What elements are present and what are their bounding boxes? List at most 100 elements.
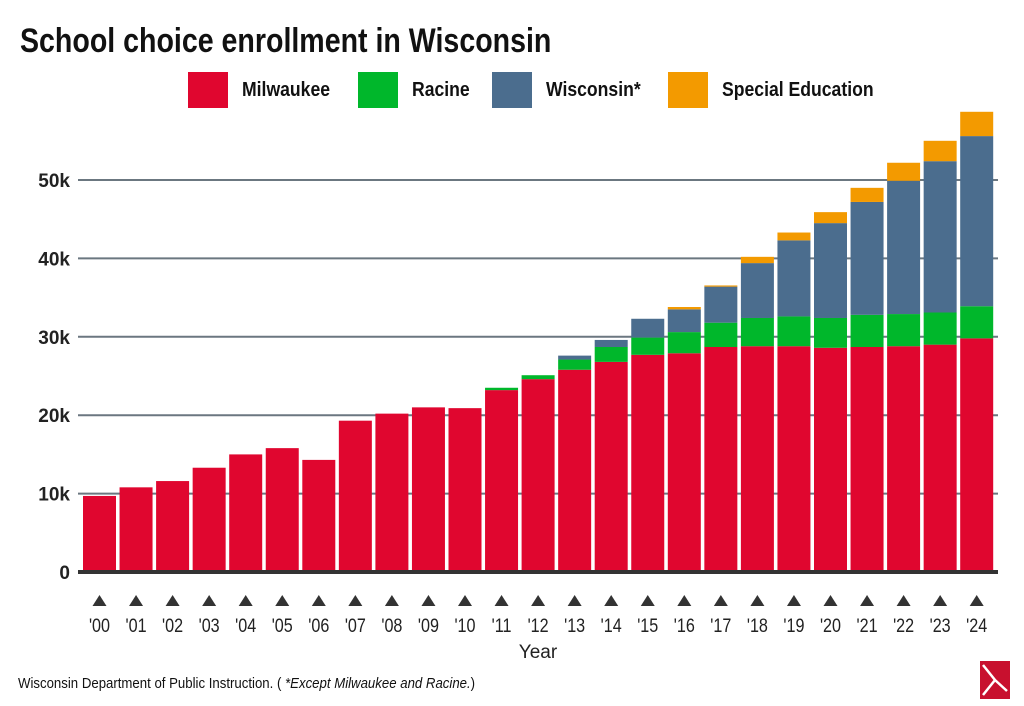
bar-special-education-23	[923, 140, 957, 162]
triangle-marker-icon	[202, 595, 217, 606]
triangle-marker-icon	[567, 595, 582, 606]
chart-title: School choice enrollment in Wisconsin	[20, 22, 552, 60]
bar-milwaukee-12	[521, 379, 555, 572]
bar-special-education-24	[960, 111, 994, 137]
bar-racine-23	[923, 312, 957, 345]
triangle-marker-icon	[860, 595, 875, 606]
x-tick-label: '01	[126, 615, 147, 637]
publisher-logo	[980, 661, 1010, 699]
bar-wisconsin--20	[814, 223, 847, 318]
triangle-marker-icon	[786, 595, 801, 606]
triangle-marker-icon	[823, 595, 838, 606]
legend-item-special-education: Special Education	[668, 72, 894, 108]
legend-swatch	[358, 72, 398, 108]
x-tick-label: '19	[783, 615, 804, 637]
x-tick-label: '04	[235, 615, 256, 637]
bar-milwaukee-04	[229, 454, 263, 572]
bar-milwaukee-09	[411, 407, 445, 572]
bar-wisconsin--15	[631, 318, 665, 338]
triangle-marker-icon	[129, 595, 144, 606]
bar-special-education-21	[850, 187, 884, 202]
bar-racine-20	[814, 317, 847, 348]
x-tick-label: '02	[162, 615, 183, 637]
y-tick-label: 40k	[38, 249, 70, 270]
bar-milwaukee-22	[887, 346, 921, 572]
triangle-marker-icon	[713, 595, 728, 606]
triangle-marker-icon	[604, 595, 619, 606]
triangle-marker-icon	[969, 595, 984, 606]
bar-milwaukee-15	[631, 354, 665, 572]
triangle-marker-icon	[275, 595, 290, 606]
bar-racine-16	[667, 332, 701, 354]
x-tick-label: '21	[857, 615, 878, 637]
triangle-marker-icon	[92, 595, 107, 606]
bar-racine-21	[850, 314, 884, 347]
bar-racine-13	[558, 359, 592, 370]
legend-swatch	[668, 72, 708, 108]
x-tick-label: '18	[747, 615, 768, 637]
bar-milwaukee-11	[485, 390, 519, 572]
bar-special-education-18	[740, 256, 774, 264]
x-tick-label: '08	[381, 615, 402, 637]
triangle-marker-icon	[494, 595, 509, 606]
x-tick-label: '23	[930, 615, 951, 637]
bar-wisconsin--17	[704, 286, 738, 323]
legend-item-milwaukee: Milwaukee	[188, 72, 342, 108]
bar-milwaukee-08	[375, 413, 409, 572]
bar-milwaukee-07	[338, 420, 372, 572]
bar-wisconsin--13	[558, 355, 592, 360]
bar-racine-12	[521, 375, 555, 380]
bar-milwaukee-13	[558, 369, 592, 572]
x-tick-label: '12	[528, 615, 549, 637]
source-close: )	[470, 675, 476, 692]
bar-racine-14	[594, 346, 628, 362]
bar-special-education-19	[777, 232, 811, 241]
x-tick-label: '15	[637, 615, 658, 637]
bar-milwaukee-18	[740, 346, 774, 572]
bar-racine-11	[485, 387, 519, 391]
x-tick-label: '16	[674, 615, 695, 637]
source-note: Wisconsin Department of Public Instructi…	[18, 675, 475, 692]
legend-label: Milwaukee	[242, 78, 331, 101]
legend: Milwaukee Racine Wisconsin* Special Educ…	[0, 72, 1024, 110]
triangle-marker-icon	[238, 595, 253, 606]
x-tick-label: '03	[199, 615, 220, 637]
x-tick-label: '24	[966, 615, 987, 637]
logo-mark-icon	[982, 664, 1008, 696]
x-tick-label: '07	[345, 615, 366, 637]
legend-label: Wisconsin*	[546, 78, 641, 101]
bar-racine-19	[777, 316, 811, 347]
triangle-marker-icon	[640, 595, 655, 606]
triangle-marker-icon	[677, 595, 692, 606]
bar-racine-15	[631, 337, 665, 355]
x-tick-label: '06	[308, 615, 329, 637]
bar-special-education-17	[704, 285, 738, 287]
y-tick-label: 10k	[38, 485, 70, 506]
triangle-marker-icon	[458, 595, 472, 606]
x-tick-label: '20	[820, 615, 841, 637]
bar-milwaukee-24	[960, 338, 994, 572]
bar-wisconsin--22	[887, 180, 921, 315]
x-tick-label: '17	[710, 615, 731, 637]
bar-racine-18	[740, 317, 774, 347]
y-tick-label: 50k	[38, 171, 70, 192]
triangle-marker-icon	[896, 595, 911, 606]
y-tick-label: 20k	[38, 406, 70, 427]
y-tick-label: 0	[59, 563, 70, 584]
legend-swatch	[188, 72, 228, 108]
triangle-marker-icon	[348, 595, 363, 606]
legend-label: Special Education	[722, 78, 874, 101]
bar-milwaukee-10	[448, 408, 482, 572]
x-tick-label: '11	[492, 615, 512, 637]
bar-special-education-22	[887, 162, 921, 181]
bar-milwaukee-19	[777, 346, 811, 572]
source-footnote: *Except Milwaukee and Racine.	[285, 675, 471, 692]
bar-milwaukee-01	[119, 487, 153, 572]
bar-milwaukee-14	[594, 361, 628, 572]
legend-item-wisconsin: Wisconsin*	[492, 72, 654, 108]
bar-milwaukee-00	[83, 495, 116, 572]
triangle-marker-icon	[311, 595, 326, 606]
bar-milwaukee-05	[265, 448, 299, 572]
bar-wisconsin--14	[594, 339, 628, 347]
x-tick-label: '05	[272, 615, 293, 637]
